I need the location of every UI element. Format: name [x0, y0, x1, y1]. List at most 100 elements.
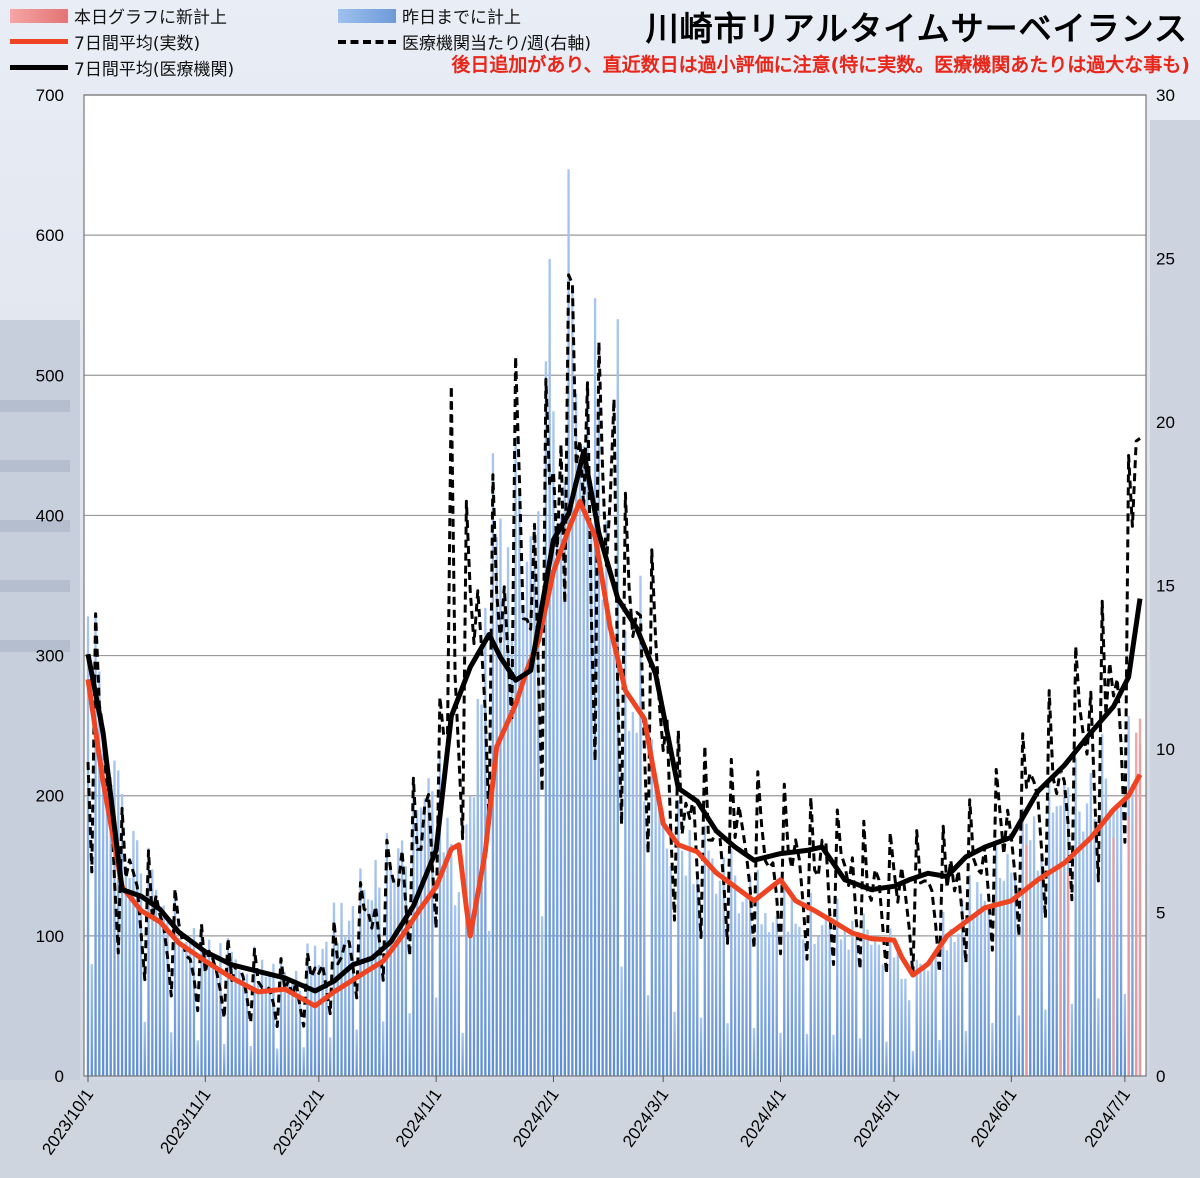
daily-bar	[764, 912, 767, 1076]
daily-bar	[287, 981, 290, 1076]
legend-label: 本日グラフに新計上	[74, 8, 227, 28]
daily-bar	[680, 850, 684, 1076]
daily-bar	[113, 760, 116, 1076]
y-tick-label-left: 100	[36, 927, 64, 946]
daily-bar	[873, 941, 877, 1076]
daily-bar	[438, 756, 442, 1076]
daily-bar	[499, 518, 502, 1076]
daily-bar	[752, 1027, 756, 1076]
daily-bar	[98, 671, 101, 1076]
daily-bar	[718, 880, 722, 1076]
daily-bar	[1108, 809, 1111, 1076]
daily-bar	[192, 927, 196, 1076]
daily-bar	[571, 289, 574, 1076]
daily-bar	[393, 878, 396, 1076]
daily-bar	[590, 530, 593, 1076]
daily-bar	[1082, 831, 1085, 1076]
daily-bar	[904, 978, 907, 1076]
daily-bar	[158, 907, 162, 1076]
daily-bar	[1013, 875, 1017, 1076]
daily-bar	[249, 1046, 252, 1076]
daily-bar	[1104, 778, 1108, 1076]
daily-bar	[627, 731, 631, 1076]
daily-bar	[200, 925, 203, 1076]
y-tick-label-right: 0	[1156, 1067, 1165, 1086]
daily-bar	[957, 933, 960, 1076]
daily-bar	[749, 875, 752, 1076]
daily-bar	[699, 1017, 703, 1076]
daily-bar	[446, 817, 449, 1076]
daily-bar	[624, 631, 627, 1076]
daily-bar	[181, 948, 184, 1076]
daily-bar	[257, 982, 260, 1076]
daily-bar	[272, 963, 275, 1076]
daily-bar	[238, 970, 241, 1076]
daily-bar	[101, 732, 105, 1076]
daily-bar	[817, 936, 820, 1076]
daily-bar	[294, 970, 298, 1076]
daily-bar	[688, 830, 691, 1076]
y-tick-label-left: 400	[36, 506, 64, 525]
legend-label: 7日間平均(実数)	[74, 34, 201, 54]
daily-bar	[631, 712, 635, 1076]
daily-bar	[1089, 772, 1092, 1076]
daily-bar	[302, 1047, 305, 1076]
daily-bar	[866, 929, 869, 1076]
daily-bar	[586, 408, 589, 1076]
daily-bar	[253, 946, 256, 1076]
daily-bar	[783, 888, 786, 1076]
y-tick-label-left: 700	[36, 86, 64, 105]
daily-bar	[465, 824, 468, 1076]
daily-bar	[226, 937, 230, 1076]
daily-bar	[552, 411, 555, 1076]
daily-bar	[1051, 812, 1055, 1076]
daily-bar	[960, 900, 964, 1076]
daily-bar	[94, 614, 97, 1076]
daily-bar	[355, 1029, 358, 1076]
daily-bar	[643, 801, 646, 1076]
daily-bar	[313, 945, 317, 1076]
daily-bar	[855, 936, 858, 1076]
daily-bar	[351, 905, 355, 1076]
daily-bar	[836, 898, 839, 1076]
daily-bar	[503, 585, 506, 1076]
daily-bar	[771, 922, 775, 1076]
daily-bar	[162, 905, 165, 1076]
daily-bar	[911, 1050, 915, 1076]
daily-bar	[154, 889, 158, 1076]
daily-bar	[945, 950, 949, 1076]
daily-bar	[276, 1048, 279, 1076]
daily-bar	[998, 877, 1002, 1076]
x-tick-label: 2024/2/1	[509, 1085, 563, 1150]
daily-bar	[885, 1041, 888, 1076]
daily-bar	[298, 990, 302, 1076]
y-tick-label-left: 600	[36, 226, 64, 245]
daily-bar	[381, 1021, 385, 1076]
daily-bar	[942, 911, 945, 1076]
daily-bar	[877, 944, 881, 1076]
daily-bar	[223, 1044, 226, 1076]
daily-bar	[775, 916, 778, 1076]
daily-bar	[1131, 783, 1134, 1076]
daily-bar	[779, 1032, 782, 1076]
daily-bar	[847, 949, 850, 1076]
daily-bar	[1032, 816, 1036, 1076]
x-tick-label: 2024/4/1	[736, 1085, 790, 1150]
daily-bar	[1029, 840, 1032, 1076]
daily-bar	[658, 797, 661, 1076]
y-tick-label-left: 300	[36, 647, 64, 666]
x-tick-label: 2024/6/1	[967, 1085, 1021, 1150]
daily-bar	[730, 848, 733, 1076]
daily-bar	[828, 925, 831, 1076]
legend-label: 医療機関当たり/週(右軸)	[402, 34, 591, 54]
daily-bar	[722, 857, 725, 1076]
daily-bar	[574, 393, 578, 1076]
daily-bar	[245, 973, 249, 1076]
daily-bar	[170, 1032, 173, 1076]
new-count-bar	[1138, 718, 1142, 1076]
daily-bar	[805, 1033, 809, 1076]
daily-bar	[260, 959, 264, 1076]
daily-bar	[105, 758, 109, 1076]
chart-warning-note: 後日追加があり、直近数日は過小評価に注意(特に実数。医療機関あたりは過大な事も)	[451, 54, 1190, 76]
